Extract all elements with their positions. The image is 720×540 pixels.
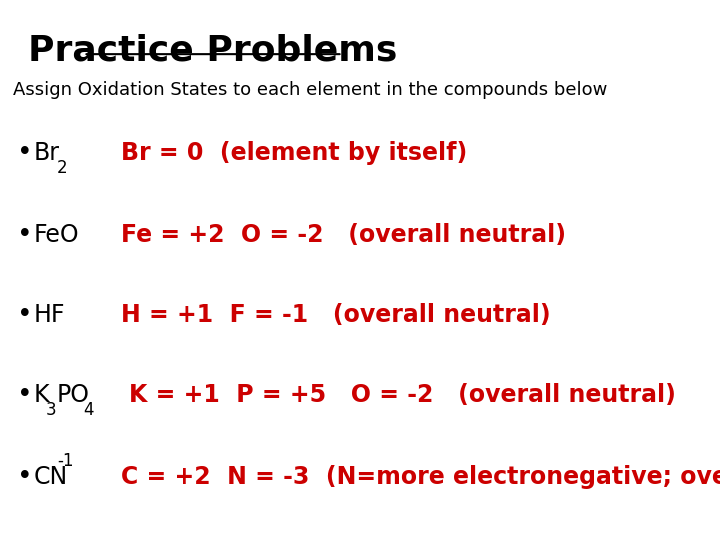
Text: •: •: [17, 140, 32, 166]
Text: Fe = +2  O = -2   (overall neutral): Fe = +2 O = -2 (overall neutral): [121, 224, 566, 247]
Text: H = +1  F = -1   (overall neutral): H = +1 F = -1 (overall neutral): [121, 303, 551, 327]
Text: Br: Br: [33, 141, 60, 165]
Text: PO: PO: [56, 383, 89, 407]
Text: C = +2  N = -3  (N=more electronegative; overall -1): C = +2 N = -3 (N=more electronegative; o…: [121, 465, 720, 489]
Text: Br = 0  (element by itself): Br = 0 (element by itself): [121, 141, 467, 165]
Text: HF: HF: [33, 303, 65, 327]
Text: K: K: [33, 383, 49, 407]
Text: •: •: [17, 382, 32, 408]
Text: FeO: FeO: [33, 224, 79, 247]
Text: 3: 3: [46, 401, 57, 419]
Text: CN: CN: [33, 465, 68, 489]
Text: •: •: [17, 464, 32, 490]
Text: 2: 2: [57, 159, 68, 177]
Text: 4: 4: [84, 401, 94, 419]
Text: •: •: [17, 302, 32, 328]
Text: Practice Problems: Practice Problems: [28, 33, 397, 68]
Text: •: •: [17, 222, 32, 248]
Text: Assign Oxidation States to each element in the compounds below: Assign Oxidation States to each element …: [12, 81, 607, 99]
Text: K = +1  P = +5   O = -2   (overall neutral): K = +1 P = +5 O = -2 (overall neutral): [130, 383, 676, 407]
Text: -1: -1: [57, 453, 73, 470]
